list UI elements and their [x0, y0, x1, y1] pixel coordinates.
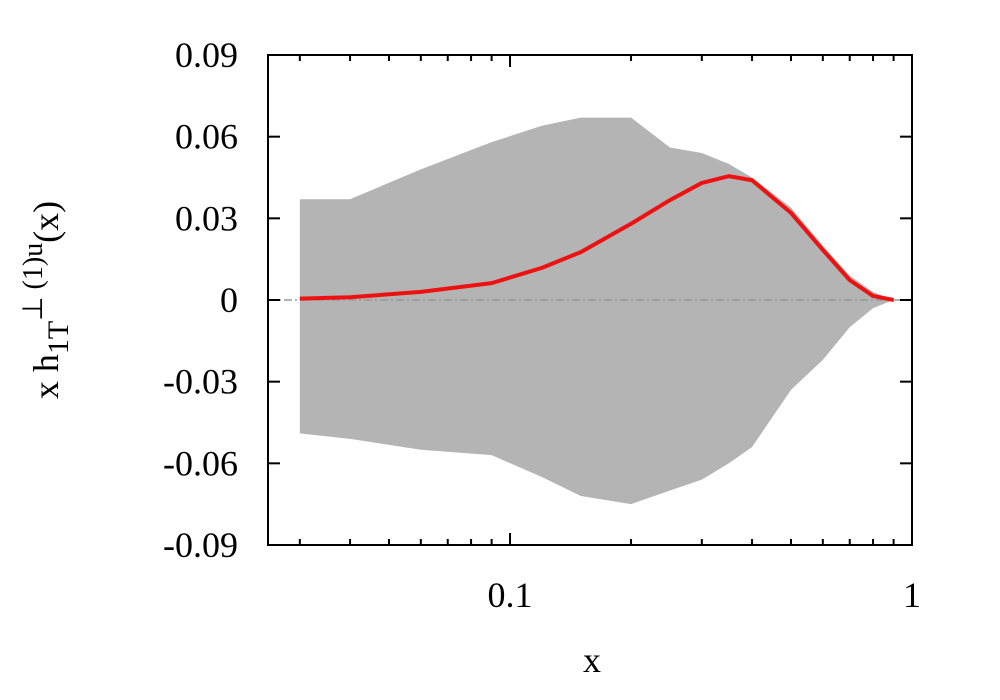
y-tick-label: -0.06 — [163, 443, 238, 483]
x-tick-label: 1 — [903, 575, 921, 615]
y-tick-label: -0.09 — [163, 525, 238, 565]
y-label-sub: 1T — [42, 321, 75, 354]
y-tick-label: 0 — [220, 280, 238, 320]
error-band — [299, 117, 894, 505]
y-label-main: x h — [26, 354, 66, 399]
y-tick-label: 0.03 — [175, 198, 238, 238]
x-axis-label: x — [583, 640, 601, 680]
curve — [299, 174, 894, 302]
y-tick-label: 0.09 — [175, 35, 238, 75]
y-label-tail: (x) — [26, 201, 66, 243]
x-tick-label: 0.1 — [488, 575, 533, 615]
y-tick-label: -0.03 — [163, 362, 238, 402]
y-label-sup: ⊥ (1)u — [18, 243, 49, 321]
y-axis-label: x h1T⊥ (1)u(x) — [18, 201, 75, 399]
y-tick-label: 0.06 — [175, 117, 238, 157]
